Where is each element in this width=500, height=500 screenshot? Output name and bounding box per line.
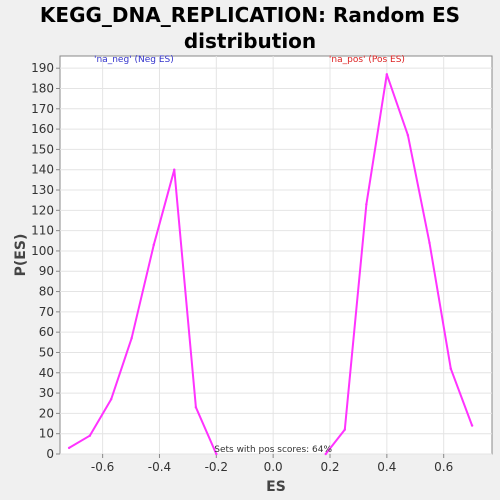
y-axis-label: P(ES): [13, 234, 29, 277]
y-tick-label: 180: [31, 81, 54, 95]
x-tick-label: -0.6: [91, 460, 114, 474]
y-tick-label: 120: [31, 203, 54, 217]
y-tick-label: 0: [46, 447, 54, 461]
x-tick-label: 0.0: [264, 460, 283, 474]
data-point: [343, 428, 346, 431]
data-point: [428, 241, 431, 245]
y-tick-label: 190: [31, 61, 54, 75]
y-tick-label: 100: [31, 244, 54, 258]
data-point: [130, 337, 133, 340]
data-point: [152, 243, 155, 247]
data-point: [109, 397, 113, 401]
annotation-1: 'na_pos' (Pos ES): [329, 55, 405, 65]
data-point: [470, 424, 474, 427]
data-point: [324, 452, 327, 456]
x-axis-label: ES: [266, 479, 286, 495]
y-tick-label: 30: [39, 386, 54, 400]
y-tick-label: 10: [39, 427, 54, 441]
y-tick-label: 170: [31, 102, 54, 116]
y-tick-label: 130: [31, 183, 54, 197]
y-tick-label: 60: [39, 325, 54, 339]
data-point: [406, 133, 410, 137]
ticks: 0 10 20 30 40 50 60 70 80 90 100 110 120 130 140 150 160…: [31, 61, 453, 474]
series-line-0: [68, 168, 218, 455]
annotation-0: 'na_neg' (Neg ES): [94, 55, 174, 65]
plot-area: [59, 55, 493, 455]
x-tick-label: 0.2: [320, 460, 339, 474]
y-tick-label: 70: [39, 305, 54, 319]
y-tick-label: 90: [39, 264, 54, 278]
y-tick-label: 20: [39, 406, 54, 420]
data-point: [449, 367, 452, 370]
x-tick-label: -0.2: [205, 460, 228, 474]
y-tick-label: 110: [31, 224, 54, 238]
data-point: [67, 446, 71, 450]
data-point: [385, 73, 389, 76]
y-tick-label: 140: [31, 163, 54, 177]
y-tick-label: 50: [39, 345, 54, 359]
series-line-1: [324, 73, 474, 455]
annotation-2: Sets with pos scores: 64%: [214, 445, 332, 455]
y-tick-label: 80: [39, 285, 54, 299]
data-point: [173, 168, 176, 171]
data-point: [365, 203, 368, 206]
data-point: [194, 406, 198, 409]
chart-title: KEGG_DNA_REPLICATION: Random ES distribu…: [0, 2, 500, 54]
x-tick-label: 0.6: [434, 460, 453, 474]
grid: [60, 56, 492, 455]
y-tick-label: 40: [39, 366, 54, 380]
series: [67, 73, 474, 456]
data-point: [88, 434, 92, 437]
y-tick-label: 150: [31, 142, 54, 156]
chart-title-line-2: distribution: [183, 29, 317, 53]
x-tick-label: 0.4: [377, 460, 396, 474]
x-tick-label: -0.4: [148, 460, 171, 474]
y-tick-label: 160: [31, 122, 54, 136]
data-point: [215, 452, 218, 456]
chart-title-line-1: KEGG_DNA_REPLICATION: Random ES: [39, 3, 461, 27]
annotations: 'na_neg' (Neg ES) 'na_pos' (Pos ES) Sets w…: [94, 55, 405, 455]
